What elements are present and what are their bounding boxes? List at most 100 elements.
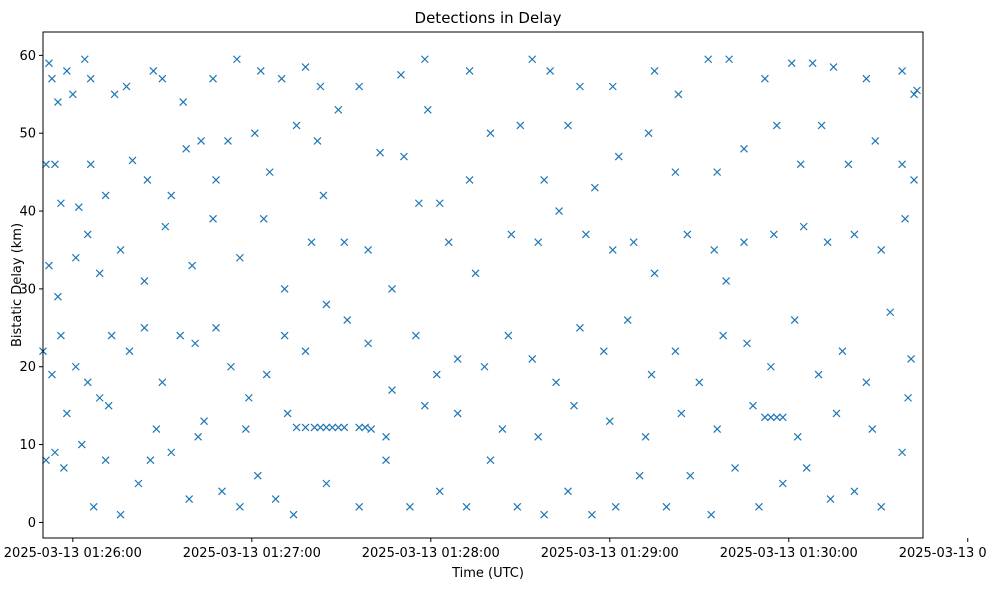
data-point bbox=[101, 191, 110, 200]
data-point bbox=[793, 432, 802, 441]
data-point bbox=[340, 423, 349, 432]
y-axis: 0 10 20 30 40 50 60 bbox=[19, 49, 43, 531]
y-tick-label: 10 bbox=[19, 438, 36, 453]
data-point bbox=[826, 495, 835, 504]
data-point bbox=[313, 137, 322, 145]
data-point bbox=[322, 479, 331, 488]
data-point bbox=[465, 175, 474, 184]
data-point bbox=[614, 152, 623, 161]
data-point bbox=[53, 292, 62, 301]
data-point bbox=[182, 144, 191, 153]
data-point bbox=[382, 432, 390, 441]
data-point bbox=[817, 121, 826, 130]
data-point bbox=[823, 238, 832, 247]
data-point bbox=[507, 230, 516, 239]
data-point bbox=[707, 510, 716, 519]
data-point bbox=[74, 203, 83, 212]
data-point bbox=[101, 456, 110, 465]
data-point bbox=[513, 502, 522, 511]
data-point bbox=[48, 74, 56, 83]
y-tick-label: 0 bbox=[28, 516, 36, 531]
data-point bbox=[45, 261, 53, 270]
data-point bbox=[453, 355, 462, 363]
data-point bbox=[271, 495, 280, 504]
x-tick-label: 2025-03-13 01:28:00 bbox=[362, 546, 500, 561]
data-point bbox=[743, 339, 751, 348]
data-point bbox=[328, 423, 337, 432]
data-point bbox=[194, 432, 203, 441]
data-point bbox=[56, 199, 65, 208]
data-point bbox=[167, 191, 176, 200]
data-point bbox=[713, 425, 722, 433]
data-point bbox=[534, 238, 543, 247]
data-point bbox=[146, 456, 155, 465]
data-point bbox=[570, 401, 578, 410]
data-point bbox=[683, 230, 692, 239]
data-point bbox=[772, 413, 781, 422]
data-point bbox=[209, 74, 217, 83]
data-point bbox=[301, 347, 310, 356]
data-point bbox=[259, 214, 268, 223]
data-point bbox=[59, 464, 68, 472]
data-point bbox=[713, 168, 722, 177]
data-point bbox=[576, 82, 584, 91]
data-point bbox=[599, 347, 608, 356]
data-point bbox=[504, 331, 513, 340]
data-point bbox=[80, 55, 89, 64]
data-point bbox=[608, 82, 617, 91]
data-point bbox=[116, 510, 125, 519]
data-point bbox=[838, 347, 847, 356]
data-point bbox=[277, 74, 286, 83]
data-point bbox=[910, 175, 918, 184]
data-point bbox=[185, 495, 194, 504]
chart-title: Detections in Delay bbox=[415, 9, 562, 27]
data-point bbox=[904, 393, 913, 402]
data-point bbox=[388, 386, 396, 395]
data-point bbox=[200, 417, 209, 426]
y-tick-label: 20 bbox=[19, 360, 36, 375]
data-point bbox=[662, 502, 671, 511]
data-point bbox=[671, 347, 680, 356]
data-point bbox=[301, 63, 310, 71]
data-point bbox=[232, 55, 241, 64]
data-point bbox=[677, 409, 686, 418]
data-point bbox=[212, 175, 220, 184]
y-tick-label: 40 bbox=[19, 205, 36, 220]
data-point bbox=[465, 66, 474, 75]
data-point bbox=[778, 413, 787, 422]
data-point bbox=[808, 59, 817, 68]
data-point bbox=[191, 339, 200, 348]
data-point bbox=[197, 137, 206, 145]
data-point bbox=[772, 121, 781, 130]
data-point bbox=[611, 502, 620, 511]
y-axis-label: Bistatic Delay (km) bbox=[10, 223, 25, 347]
data-point bbox=[471, 269, 480, 278]
data-point bbox=[877, 246, 886, 254]
data-point bbox=[241, 425, 250, 433]
data-point bbox=[355, 82, 364, 91]
data-point bbox=[435, 199, 444, 208]
data-point bbox=[227, 362, 235, 371]
data-point bbox=[45, 59, 53, 68]
data-point bbox=[766, 413, 775, 422]
data-point bbox=[244, 393, 253, 402]
data-point bbox=[152, 425, 161, 433]
data-point bbox=[397, 70, 405, 79]
data-point bbox=[480, 362, 489, 371]
marks-layer bbox=[39, 55, 921, 519]
data-point bbox=[898, 160, 907, 169]
data-point bbox=[400, 152, 408, 161]
data-point bbox=[540, 175, 549, 184]
data-point bbox=[731, 464, 739, 472]
data-point bbox=[576, 323, 584, 332]
data-point bbox=[898, 66, 907, 75]
data-point bbox=[540, 510, 549, 519]
data-point bbox=[179, 98, 188, 106]
data-point bbox=[590, 183, 599, 192]
data-point bbox=[355, 502, 364, 511]
data-point bbox=[143, 175, 152, 184]
data-point bbox=[740, 144, 748, 153]
data-point bbox=[265, 168, 274, 177]
data-point bbox=[235, 502, 244, 511]
data-point bbox=[769, 230, 778, 239]
